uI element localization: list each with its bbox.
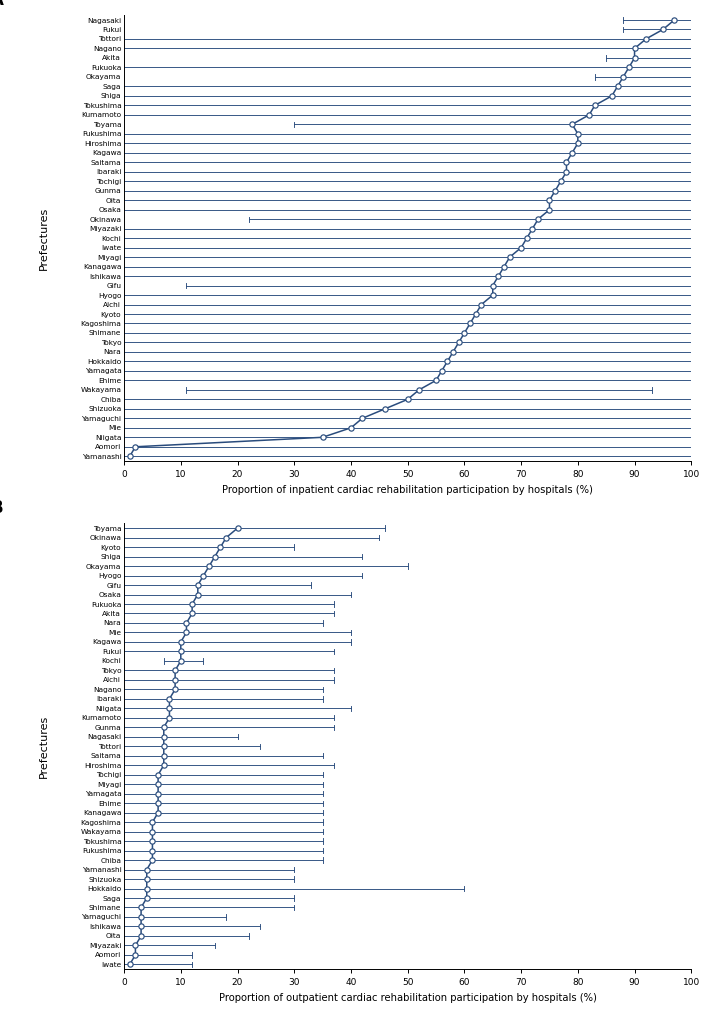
X-axis label: Proportion of outpatient cardiac rehabilitation participation by hospitals (%): Proportion of outpatient cardiac rehabil… <box>219 993 596 1003</box>
Text: A: A <box>0 0 4 8</box>
X-axis label: Proportion of inpatient cardiac rehabilitation participation by hospitals (%): Proportion of inpatient cardiac rehabili… <box>222 485 593 495</box>
Y-axis label: Prefectures: Prefectures <box>39 715 49 778</box>
Text: B: B <box>0 499 4 517</box>
Y-axis label: Prefectures: Prefectures <box>39 207 49 270</box>
